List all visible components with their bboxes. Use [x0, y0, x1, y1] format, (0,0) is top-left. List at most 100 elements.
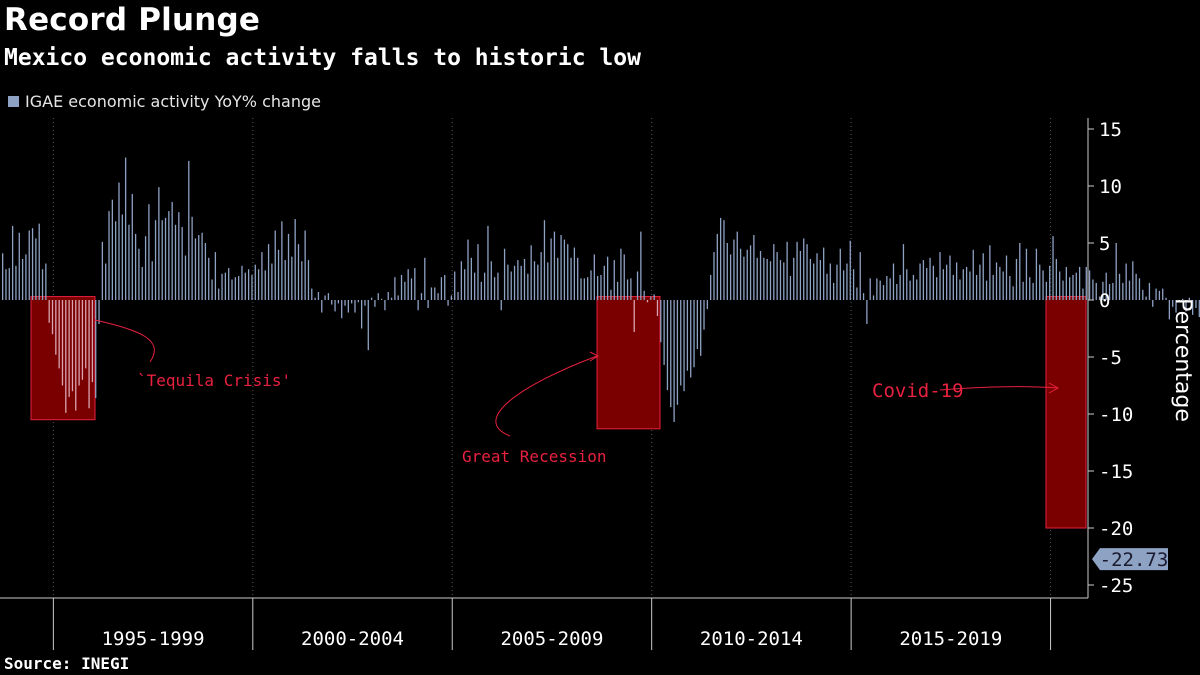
bar	[866, 300, 868, 324]
bar	[178, 212, 180, 300]
bars	[2, 157, 1200, 422]
bar	[643, 290, 645, 300]
bar	[477, 244, 479, 300]
chart-title: Record Plunge	[4, 2, 261, 38]
bar	[753, 235, 755, 300]
bar	[128, 224, 130, 300]
bar	[284, 260, 286, 300]
bar	[1029, 277, 1031, 300]
bar	[367, 300, 369, 351]
bar	[520, 265, 522, 300]
bar	[926, 268, 928, 300]
bar	[716, 233, 718, 300]
bar	[204, 243, 207, 300]
bar	[1009, 276, 1011, 300]
legend-label: IGAE economic activity YoY% change	[25, 92, 321, 111]
bar	[603, 265, 605, 300]
bar	[105, 263, 107, 300]
bar	[1025, 248, 1028, 300]
bar	[307, 260, 310, 300]
bar	[733, 239, 735, 300]
bar	[241, 265, 243, 300]
bar	[347, 300, 349, 313]
bar	[337, 300, 340, 304]
covid-arrow	[939, 386, 1059, 391]
bar	[1182, 298, 1184, 300]
bar	[989, 245, 991, 300]
bar	[493, 277, 496, 300]
bar	[158, 187, 160, 300]
bar	[95, 300, 97, 399]
bar	[819, 260, 822, 300]
bar	[736, 231, 738, 300]
bar	[1122, 282, 1124, 300]
highlight-boxes	[30, 296, 1087, 529]
bar	[317, 292, 320, 300]
bar	[849, 240, 851, 300]
bar	[397, 295, 399, 300]
bar	[626, 279, 629, 300]
bar	[952, 274, 954, 300]
bar	[763, 257, 765, 300]
bar	[55, 300, 57, 355]
bar	[670, 300, 672, 408]
bar	[321, 300, 323, 313]
bar	[836, 264, 838, 300]
bar	[567, 244, 569, 300]
bar	[1039, 264, 1041, 300]
bar	[410, 278, 413, 300]
bar	[1185, 300, 1187, 312]
bar	[1088, 270, 1091, 300]
annotation-arrows	[94, 319, 1060, 437]
bar	[357, 300, 359, 303]
bar	[327, 293, 330, 300]
bar	[1168, 300, 1171, 320]
bar	[909, 280, 911, 300]
bar	[1128, 280, 1131, 300]
last-value-label: -22.73	[1100, 549, 1169, 571]
bar	[427, 300, 429, 308]
bar	[686, 300, 689, 371]
bar	[826, 273, 828, 300]
legend-swatch	[8, 96, 19, 107]
bar	[959, 279, 961, 300]
bar	[583, 278, 585, 300]
bar	[936, 277, 938, 300]
bar	[221, 273, 223, 300]
bar	[244, 272, 246, 300]
bar	[430, 287, 433, 300]
bar	[25, 254, 27, 300]
bar	[271, 263, 273, 300]
bar	[932, 265, 935, 300]
bar	[1155, 288, 1157, 300]
bar	[134, 233, 137, 300]
bar	[228, 268, 230, 300]
bar	[141, 266, 143, 300]
bar	[653, 294, 655, 300]
bar	[842, 270, 845, 300]
bar	[919, 263, 921, 300]
bar	[181, 227, 183, 300]
bar	[510, 271, 512, 300]
bar	[417, 300, 419, 311]
bar	[480, 281, 482, 300]
bar	[231, 279, 233, 300]
bar	[1158, 290, 1161, 300]
bar	[8, 268, 10, 300]
bar	[1098, 296, 1101, 300]
bar	[1012, 286, 1014, 300]
bar	[294, 219, 296, 300]
recession-arrowhead	[589, 351, 600, 362]
recession-arrow	[495, 355, 598, 437]
bar	[234, 277, 236, 300]
bar	[1022, 281, 1024, 300]
x-tick-label: 2015-2019	[899, 628, 1002, 650]
bar	[616, 281, 619, 300]
bar	[869, 278, 871, 300]
bar	[1188, 297, 1190, 300]
bar	[916, 279, 918, 300]
bar	[999, 266, 1001, 300]
bar	[779, 260, 782, 300]
bar	[962, 269, 964, 300]
bar	[955, 262, 958, 300]
